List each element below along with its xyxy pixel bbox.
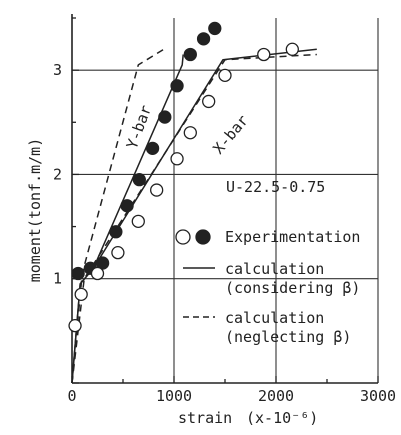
x-tick-label: 2000 xyxy=(258,387,294,405)
data-point-filled xyxy=(71,266,85,281)
legend: Experimentation calculation (considering… xyxy=(175,228,360,346)
data-point-filled xyxy=(145,141,160,156)
calc-considering-line-y-bar xyxy=(71,54,184,384)
data-point-open xyxy=(74,287,88,302)
data-point-open xyxy=(150,183,164,197)
legend-calc-neglecting-line2: (neglecting β) xyxy=(225,328,351,346)
legend-experimentation-label: Experimentation xyxy=(225,228,360,246)
data-point-open xyxy=(285,42,299,56)
data-point-open xyxy=(111,245,125,260)
data-point-filled xyxy=(132,172,146,187)
data-point-open xyxy=(183,126,197,140)
legend-open-circle-marker xyxy=(175,229,191,245)
specimen-label: U-22.5-0.75 xyxy=(226,178,325,196)
data-point-open xyxy=(131,214,145,229)
data-point-filled xyxy=(183,47,197,62)
legend-filled-circle-marker xyxy=(195,229,211,245)
data-point-open xyxy=(170,152,184,166)
data-point-filled xyxy=(95,256,110,270)
y-tick-label: 2 xyxy=(53,165,62,183)
x-axis-unit: (x-10⁻⁶) xyxy=(246,409,318,427)
data-point-filled xyxy=(109,225,123,239)
x-bar-curve-label: X-bar xyxy=(209,111,252,157)
data-point-open xyxy=(257,47,271,62)
data-point-filled xyxy=(120,199,134,213)
x-tick-label: 1000 xyxy=(156,387,192,405)
data-point-open xyxy=(68,318,82,333)
x-tick-label: 3000 xyxy=(360,387,396,405)
markers xyxy=(68,21,299,333)
legend-calc-neglecting-line1: calculation xyxy=(225,309,324,327)
legend-calc-considering-line1: calculation xyxy=(225,260,324,278)
data-point-open xyxy=(218,68,232,83)
calc-neglecting-line-y-bar xyxy=(71,48,165,384)
data-point-filled xyxy=(170,79,184,93)
axes: 0 1000 2000 3000 1 2 3 xyxy=(53,14,396,405)
x-axis-label: strain xyxy=(178,409,232,427)
y-axis-label: moment(tonf.m/m) xyxy=(26,138,44,283)
data-point-filled xyxy=(208,21,222,36)
data-point-filled xyxy=(158,110,172,124)
legend-calc-considering-line2: (considering β) xyxy=(225,279,360,297)
y-tick-label: 3 xyxy=(53,61,62,79)
y-tick-label: 1 xyxy=(53,270,62,288)
x-tick-label: 0 xyxy=(67,387,76,405)
data-point-filled xyxy=(196,32,211,46)
data-point-open xyxy=(202,94,216,109)
data-point-open xyxy=(90,266,105,281)
